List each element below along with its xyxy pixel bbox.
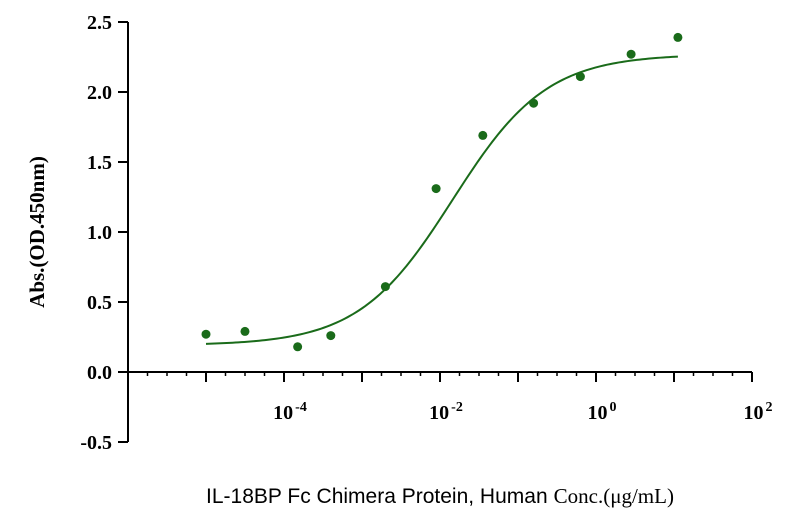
data-point [380, 282, 390, 292]
x-tick-labels: 10 -4 10 -2 10 0 10 2 [273, 400, 772, 424]
x-tick-label: 10 0 [588, 400, 617, 424]
data-point [431, 184, 441, 194]
x-tick-label: 10 -2 [429, 400, 463, 424]
y-tick-label: 2.5 [87, 12, 112, 34]
data-point [575, 72, 585, 82]
y-tick-label: 2.0 [87, 82, 112, 104]
data-point [240, 326, 250, 336]
data-point [529, 98, 539, 108]
y-tick-label: 0.0 [87, 362, 112, 384]
x-axis-label-main: IL-18BP Fc Chimera Protein, Human [206, 485, 548, 508]
y-tick-label: 1.0 [87, 222, 112, 244]
y-tick-label: 0.5 [87, 292, 112, 314]
y-tick-labels: -0.5 0.0 0.5 1.0 1.5 2.0 2.5 [80, 12, 112, 454]
x-tick-label: 10 -4 [273, 400, 307, 424]
fit-curve [205, 55, 678, 345]
y-axis-label: Abs.(OD.450nm) [25, 156, 49, 308]
data-point [201, 329, 211, 339]
data-point [673, 32, 683, 42]
axes [118, 21, 753, 443]
y-tick-label: 1.5 [87, 152, 112, 174]
y-tick-label: -0.5 [80, 432, 112, 454]
data-point [293, 342, 303, 352]
data-points [201, 32, 683, 352]
x-tick-label: 10 2 [744, 400, 773, 424]
x-axis-label: IL-18BP Fc Chimera Protein, Human Conc.(μ… [206, 484, 674, 508]
x-axis-label-units: Conc.(μg/mL) [554, 484, 674, 508]
data-point [478, 130, 488, 140]
data-point [326, 331, 336, 341]
data-point [626, 49, 636, 59]
